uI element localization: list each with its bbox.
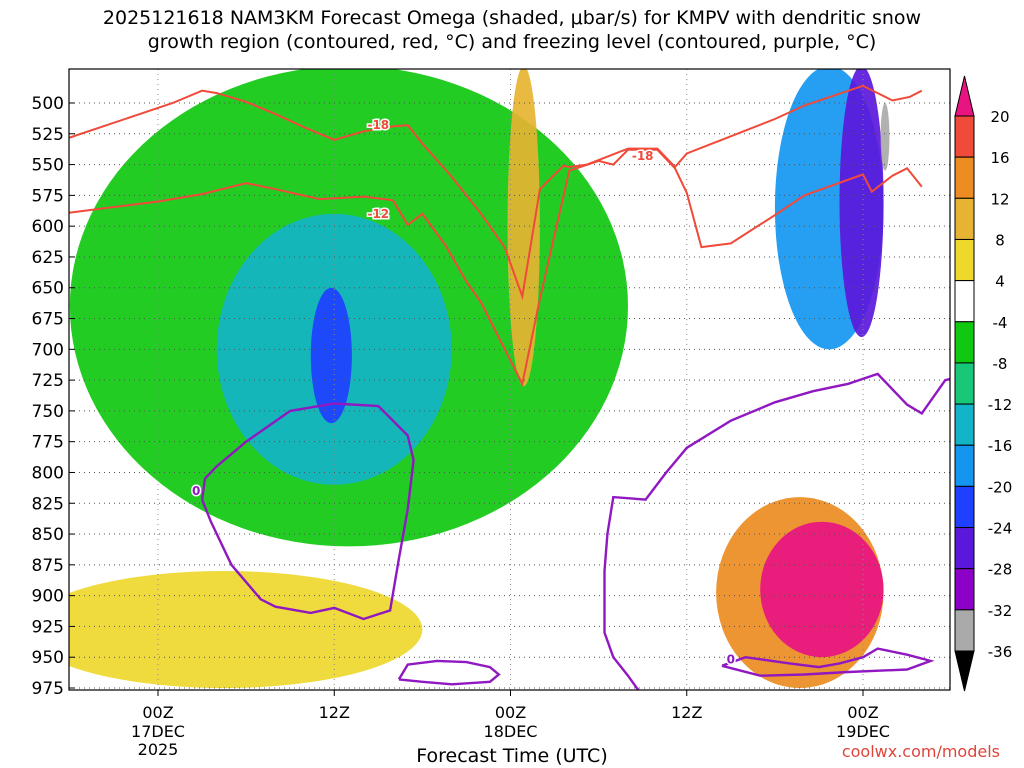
colorbar-label-9: -20	[988, 478, 1013, 496]
dgz-contour-minus18	[69, 84, 923, 301]
contour-label-1: -12	[367, 207, 389, 221]
y-tick-label-950: 950	[32, 648, 64, 668]
colorbar-box-12	[954, 609, 975, 652]
omega-region-6	[760, 521, 884, 658]
y-tick-label-925: 925	[32, 617, 64, 637]
colorbar-box-5	[954, 321, 975, 364]
x-tick-year-0: 2025	[138, 740, 179, 759]
x-tick-label-24: 00Z	[847, 703, 878, 722]
x-tick-label-6: 12Z	[319, 703, 350, 722]
x-tick-date-0: 17DEC	[131, 722, 185, 741]
y-tick-label-500: 500	[32, 94, 64, 114]
colorbar-box-8	[954, 444, 975, 487]
omega-shading	[11, 69, 950, 699]
y-tick-label-600: 600	[32, 217, 64, 237]
y-tick-label-675: 675	[32, 310, 64, 330]
y-tick-label-525: 525	[32, 125, 64, 145]
colorbar-label-7: -12	[988, 396, 1013, 414]
colorbar-box-6	[954, 362, 975, 405]
contour-label-2: -18	[632, 149, 654, 163]
omega-region-3	[507, 69, 540, 387]
colorbar: 20 16 12 8 4 -4 -8 -12 -16 -20 -24 -28 -32 -36	[954, 75, 1013, 692]
colorbar-label-3: 8	[995, 231, 1005, 249]
y-tick-label-975: 975	[32, 679, 64, 699]
y-tick-label-825: 825	[32, 494, 64, 514]
colorbar-label-4: 4	[995, 273, 1005, 291]
y-tick-label-875: 875	[32, 556, 64, 576]
colorbar-label-10: -24	[988, 520, 1013, 538]
contour-label-0: -18	[367, 118, 389, 132]
colorbar-box-10	[954, 527, 975, 570]
colorbar-label-13: -36	[988, 643, 1013, 661]
y-tick-label-850: 850	[32, 525, 64, 545]
plot-frame	[68, 68, 951, 691]
omega-region-9	[880, 103, 890, 171]
y-tick-label-800: 800	[32, 463, 64, 483]
freezing-level-freezing-loop3	[721, 647, 935, 677]
colorbar-label-12: -32	[988, 602, 1013, 620]
freezing-level-freezing-loop2	[397, 659, 501, 686]
colorbar-label-1: 16	[990, 149, 1009, 167]
colorbar-box-3	[954, 238, 975, 282]
colorbar-label-11: -28	[988, 561, 1013, 579]
colorbar-box-7	[954, 403, 975, 446]
colorbar-bottom-arrow	[954, 650, 975, 692]
x-tick-label-0: 00Z	[142, 703, 173, 722]
freezing-level-freezing-main	[603, 372, 950, 690]
colorbar-label-8: -16	[988, 437, 1013, 455]
contour-label-3: 0	[192, 484, 200, 498]
y-tick-label-650: 650	[32, 279, 64, 299]
omega-region-2	[310, 287, 352, 424]
freezing-level-freezing-loop1	[200, 402, 415, 621]
y-tick-label-700: 700	[32, 340, 64, 360]
x-axis-title: Forecast Time (UTC)	[416, 745, 608, 767]
y-tick-label-900: 900	[32, 587, 64, 607]
colorbar-label-6: -8	[993, 355, 1008, 373]
chart-title-line1: 2025121618 NAM3KM Forecast Omega (shaded…	[102, 7, 922, 29]
omega-region-4	[69, 571, 423, 688]
contour-label-4: 0	[727, 653, 735, 667]
y-tick-label-575: 575	[32, 186, 64, 206]
y-tick-label-625: 625	[32, 248, 64, 268]
colorbar-box-4	[954, 280, 975, 323]
colorbar-top-arrow	[954, 75, 975, 117]
y-tick-label-550: 550	[32, 156, 64, 176]
y-tick-label-750: 750	[32, 402, 64, 422]
grid-dots	[69, 69, 950, 690]
y-tick-label-725: 725	[32, 371, 64, 391]
chart-title-line2: growth region (contoured, red, °C) and f…	[147, 31, 877, 53]
colorbar-box-11	[954, 568, 975, 611]
y-axis: 500 525 550 575 600 625 650 675 700 725 750 775 800 8…	[32, 94, 75, 699]
colorbar-box-1	[954, 156, 975, 199]
terrain-band	[11, 690, 950, 699]
colorbar-box-2	[954, 197, 975, 240]
x-tick-label-12: 00Z	[495, 703, 526, 722]
colorbar-box-0	[954, 115, 975, 158]
colorbar-box-9	[954, 485, 975, 529]
credit-text: coolwx.com/models	[841, 742, 1000, 761]
colorbar-label-0: 20	[990, 108, 1009, 126]
colorbar-label-2: 12	[990, 190, 1009, 208]
x-tick-date-12: 18DEC	[484, 722, 538, 741]
colorbar-label-5: -4	[993, 314, 1008, 332]
x-tick-label-18: 12Z	[671, 703, 702, 722]
contours: -18 -12 -18 0 0	[69, 84, 950, 690]
omega-region-8	[839, 69, 884, 337]
dgz-contour-minus12	[69, 148, 923, 387]
x-tick-date-24: 19DEC	[836, 722, 890, 741]
y-tick-label-775: 775	[32, 433, 64, 453]
